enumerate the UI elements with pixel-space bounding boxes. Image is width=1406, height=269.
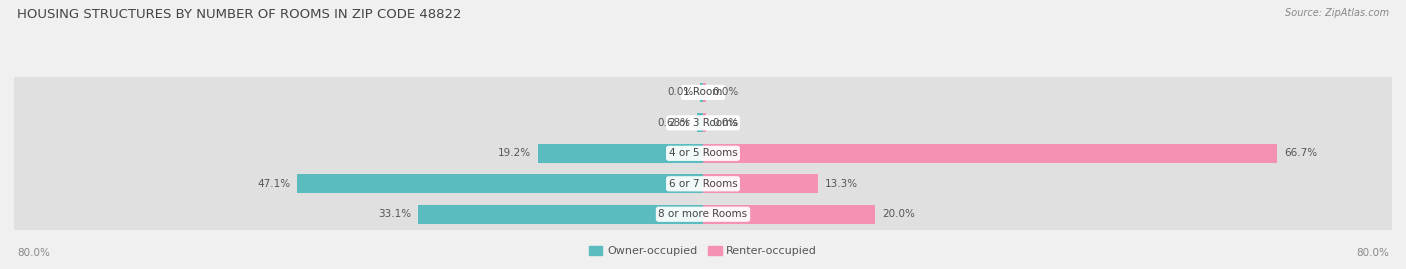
Text: 0.0%: 0.0% [713,87,738,97]
Bar [14,138,1392,169]
Text: 47.1%: 47.1% [257,179,291,189]
Bar [697,114,703,132]
Bar [298,174,703,193]
Text: 20.0%: 20.0% [882,209,915,219]
Bar [703,174,817,193]
Text: HOUSING STRUCTURES BY NUMBER OF ROOMS IN ZIP CODE 48822: HOUSING STRUCTURES BY NUMBER OF ROOMS IN… [17,8,461,21]
Bar [537,144,703,163]
Text: 6 or 7 Rooms: 6 or 7 Rooms [669,179,737,189]
Text: 1 Room: 1 Room [683,87,723,97]
Bar [14,199,1392,230]
Bar [700,83,703,102]
Bar [418,205,703,224]
Text: 0.0%: 0.0% [713,118,738,128]
Text: 66.7%: 66.7% [1284,148,1317,158]
Text: 0.68%: 0.68% [657,118,690,128]
Text: 4 or 5 Rooms: 4 or 5 Rooms [669,148,737,158]
Bar [703,114,706,132]
Text: 33.1%: 33.1% [378,209,411,219]
Bar [14,107,1392,139]
Text: 0.0%: 0.0% [668,87,693,97]
Text: 8 or more Rooms: 8 or more Rooms [658,209,748,219]
Bar [703,83,706,102]
Bar [14,77,1392,108]
Text: 13.3%: 13.3% [824,179,858,189]
Text: 80.0%: 80.0% [17,248,49,258]
Legend: Owner-occupied, Renter-occupied: Owner-occupied, Renter-occupied [585,242,821,261]
Text: 19.2%: 19.2% [498,148,531,158]
Bar [703,205,875,224]
Bar [14,168,1392,199]
Bar [703,144,1278,163]
Text: Source: ZipAtlas.com: Source: ZipAtlas.com [1285,8,1389,18]
Text: 2 or 3 Rooms: 2 or 3 Rooms [669,118,737,128]
Text: 80.0%: 80.0% [1357,248,1389,258]
